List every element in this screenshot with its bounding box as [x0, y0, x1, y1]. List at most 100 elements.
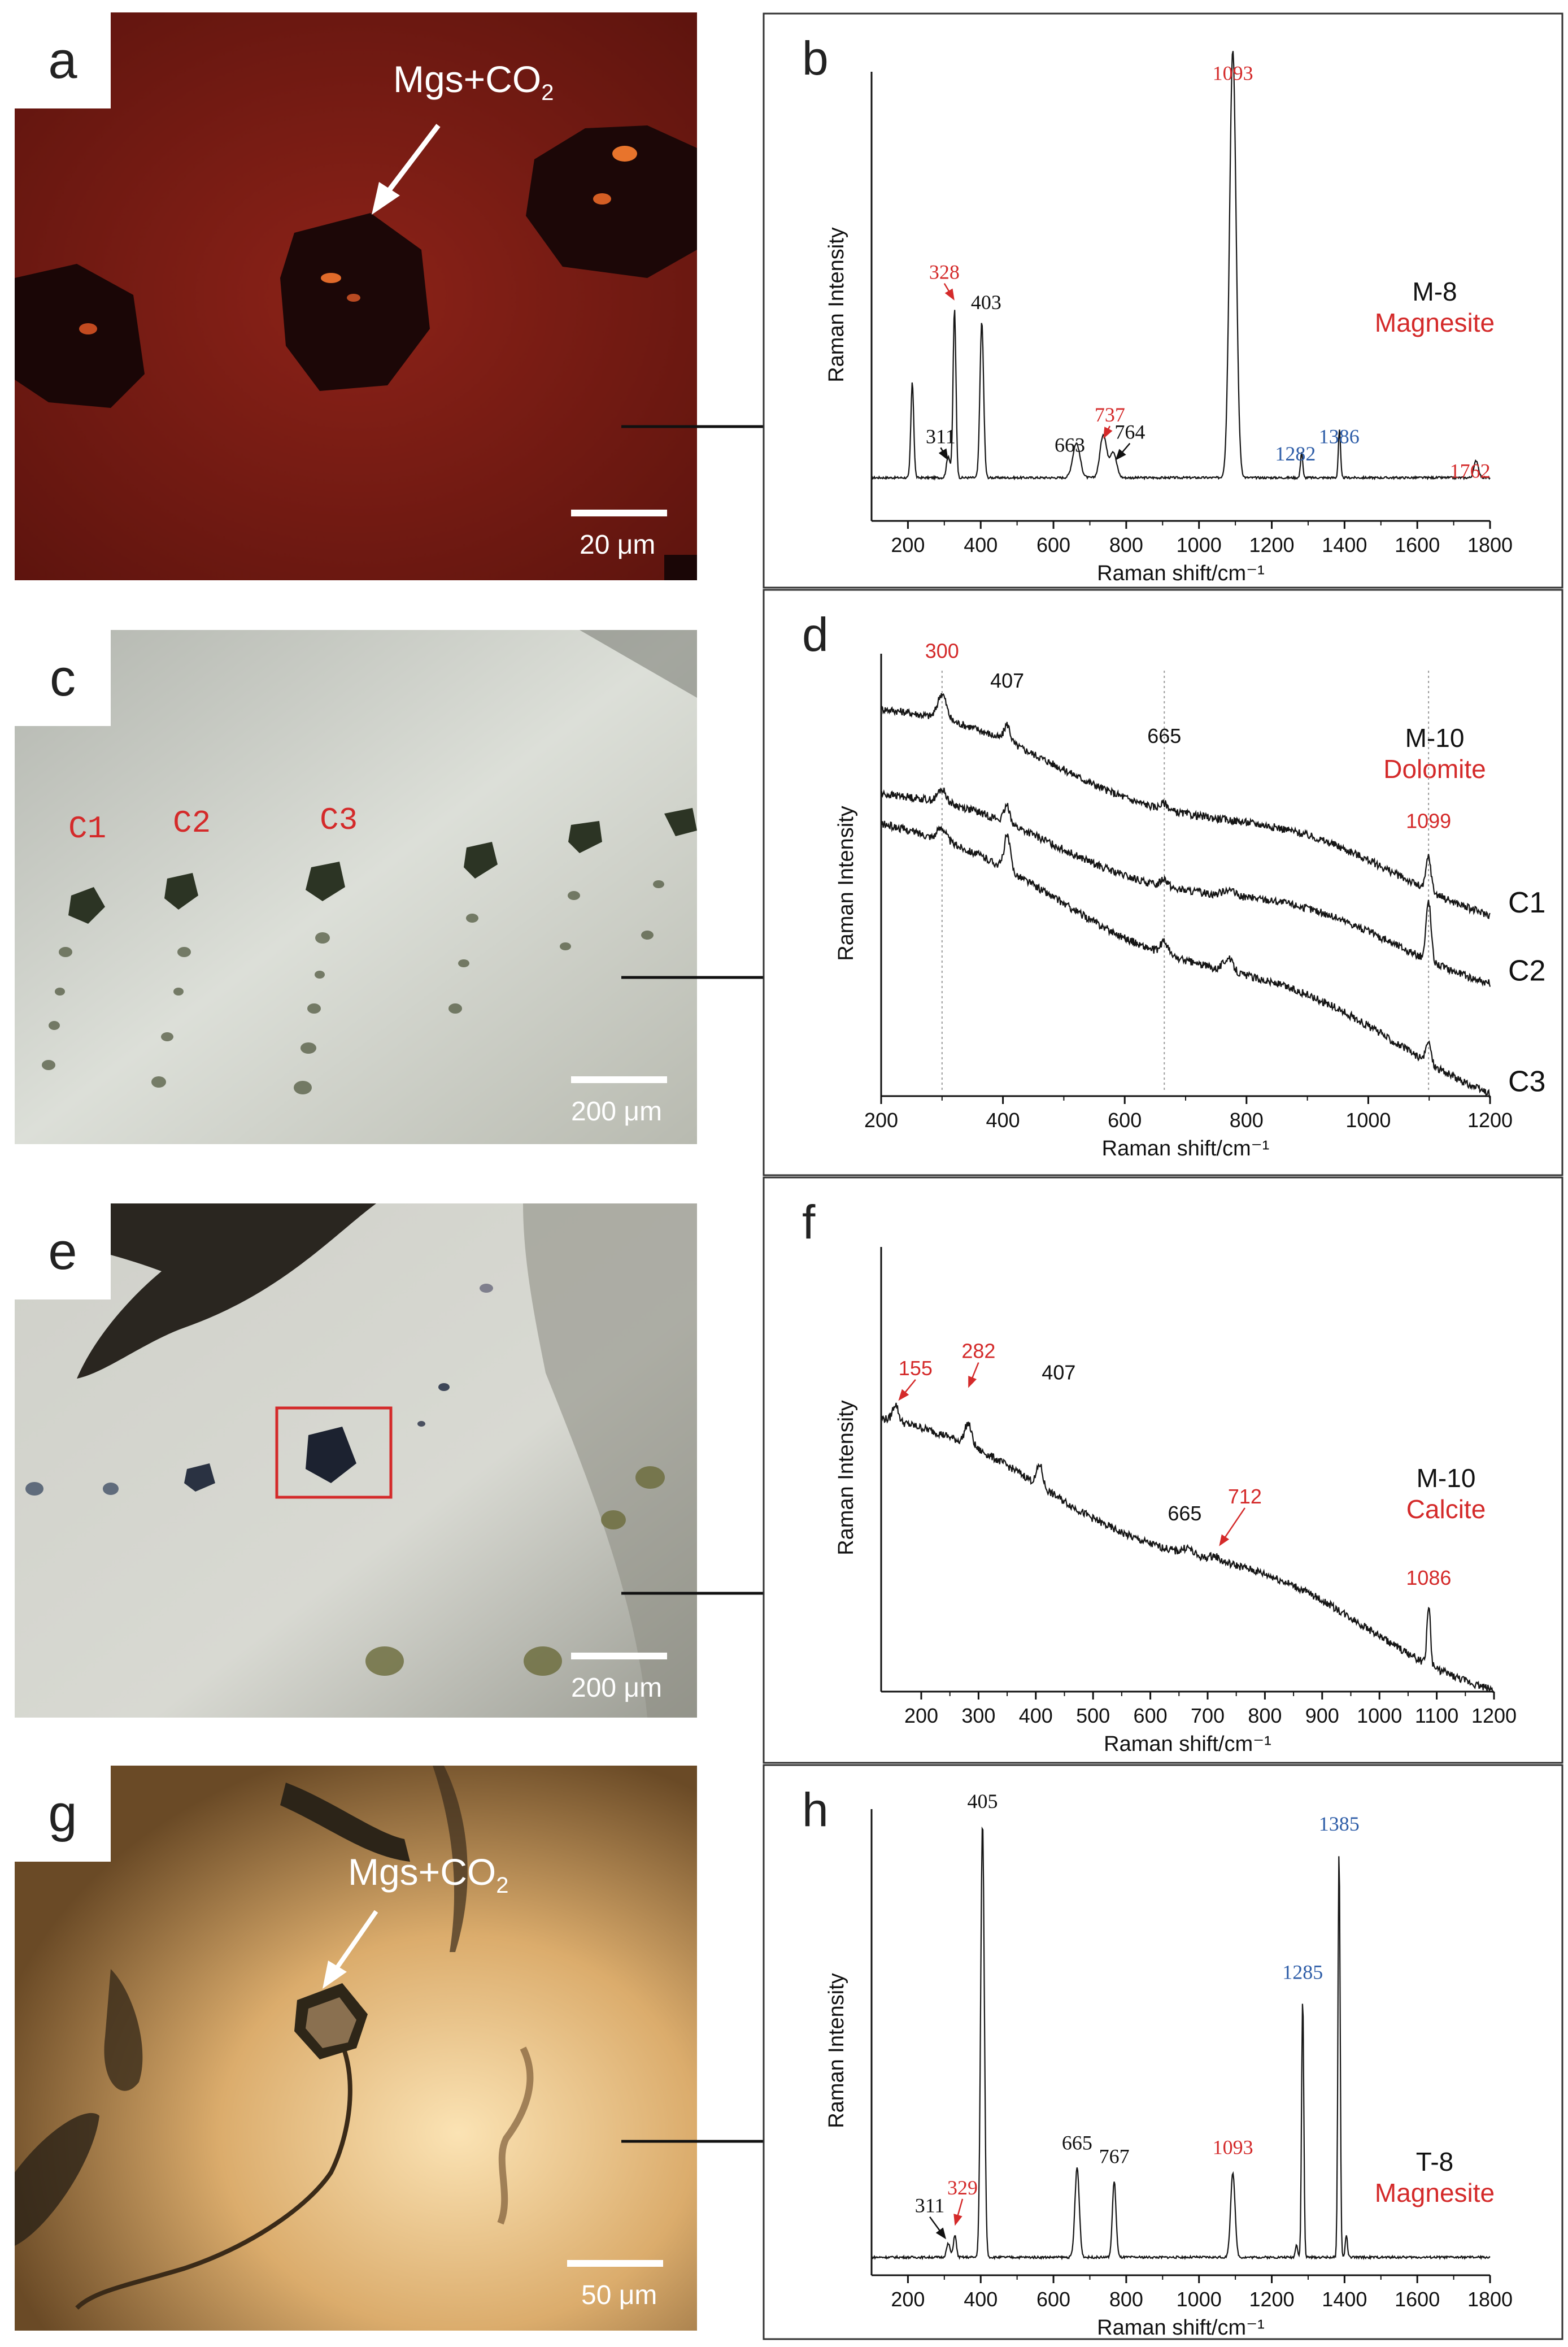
peak-label: 1385	[1319, 1813, 1360, 1835]
scale-label-g: 50 μm	[581, 2280, 657, 2310]
peak-label: 712	[1228, 1485, 1262, 1508]
peak-label: 764	[1114, 421, 1145, 444]
y-axis-label: Raman Intensity	[825, 1973, 848, 2128]
peak-label: 663	[1055, 434, 1085, 457]
peak-label: 1093	[1213, 2136, 1253, 2158]
scale-label-e: 200 μm	[571, 1673, 663, 1703]
chart-frame	[763, 589, 1563, 1176]
peak-arrow-head-icon	[944, 288, 955, 301]
x-axis-label: Raman shift/cm⁻¹	[1102, 1137, 1270, 1161]
spectrum-line-c3	[881, 820, 1491, 1098]
peak-label: 737	[1095, 403, 1125, 426]
peak-label: 767	[1099, 2145, 1130, 2167]
x-tick-label: 1100	[1415, 1704, 1458, 1727]
peak-label: 1386	[1319, 425, 1360, 447]
peak-label: 405	[967, 1790, 998, 1813]
photo-g: g Mgs+CO2 50 μm	[15, 1766, 697, 2331]
peak-label: 665	[1168, 1502, 1201, 1525]
peak-arrow-head-icon	[968, 1375, 977, 1388]
peak-label: 1285	[1282, 1961, 1323, 1983]
x-axis-label: Raman shift/cm⁻¹	[1104, 1732, 1271, 1756]
x-tick-label: 800	[1230, 1109, 1264, 1132]
peak-label: 311	[915, 2194, 945, 2217]
peak-label: 328	[929, 261, 960, 284]
scalebar-g	[567, 2260, 663, 2267]
x-tick-label: 1000	[1177, 2288, 1222, 2311]
peak-arrow-line	[970, 1362, 979, 1380]
peak-label: 311	[926, 425, 956, 447]
x-tick-label: 1000	[1177, 533, 1222, 557]
annotation-g: Mgs+CO2	[348, 1850, 508, 1898]
panel-letter-e: e	[15, 1203, 111, 1299]
peak-arrow-head-icon	[935, 2227, 947, 2240]
panel-letter-g: g	[15, 1766, 111, 1862]
scalebar-e	[571, 1653, 667, 1659]
x-tick-label: 1200	[1249, 533, 1294, 557]
x-tick-label: 400	[964, 2288, 998, 2311]
chart-panel-h: h 200 400 600 800 1000 1200 1400 1600 1800 Raman s…	[763, 1764, 1563, 2340]
x-tick-label: 1800	[1467, 2288, 1513, 2311]
x-tick-label: 600	[1134, 1704, 1168, 1727]
y-axis-label: Raman Intensity	[825, 227, 848, 383]
scalebar-a	[571, 510, 667, 516]
panel-letter-a: a	[15, 12, 111, 108]
chart-panel-d: d 200 400 600 800 1000 1200 Raman shift/cm⁻¹ Ram…	[763, 589, 1563, 1176]
peak-arrow-line	[956, 2198, 964, 2218]
series-label: C2	[1508, 955, 1545, 988]
peak-arrow-head-icon	[938, 448, 948, 460]
x-tick-label: 400	[964, 533, 998, 557]
inclusion-label-c3: C3	[320, 802, 358, 838]
annotation-a-text: Mgs+CO	[393, 58, 542, 100]
x-tick-label: 700	[1191, 1704, 1225, 1727]
x-tick-label: 900	[1305, 1704, 1339, 1727]
peak-label: 407	[1042, 1361, 1075, 1384]
spectrum-line-main	[880, 1402, 1495, 1693]
x-tick-label: 1000	[1345, 1109, 1391, 1132]
peak-label: 300	[925, 639, 959, 662]
sample-label: M-10	[1405, 723, 1465, 753]
mineral-label: Magnesite	[1375, 308, 1495, 337]
x-tick-label: 200	[904, 1704, 938, 1727]
x-tick-label: 600	[1036, 533, 1070, 557]
x-tick-label: 800	[1109, 2288, 1143, 2311]
photo-c-image	[15, 630, 697, 1144]
peak-arrow-line	[929, 2216, 942, 2233]
peak-label: 329	[947, 2176, 978, 2199]
spectrum-line-c1	[880, 693, 1491, 920]
x-axis-label: Raman shift/cm⁻¹	[1097, 562, 1265, 585]
y-axis-label: Raman Intensity	[834, 1400, 858, 1555]
annotation-g-text: Mgs+CO	[348, 1851, 496, 1893]
x-tick-label: 1200	[1249, 2288, 1294, 2311]
sample-label: T-8	[1416, 2147, 1453, 2176]
chart-panel-f: f 200 300 400 500 600 700 800 900 1000 1100 1200 Ram…	[763, 1176, 1563, 1764]
x-tick-label: 1200	[1471, 1704, 1517, 1727]
panel-letter-c: c	[15, 630, 111, 726]
panel-letter-h: h	[802, 1783, 829, 1836]
peak-arrow-line	[903, 1379, 916, 1394]
scale-label-c: 200 μm	[571, 1097, 663, 1127]
x-tick-label: 200	[864, 1109, 898, 1132]
x-tick-label: 500	[1076, 1704, 1110, 1727]
x-tick-label: 400	[986, 1109, 1020, 1132]
x-tick-label: 400	[1019, 1704, 1053, 1727]
photo-c: c C1 C2 C3 200 μm	[15, 630, 697, 1144]
annotation-g-arrow-icon	[323, 1910, 378, 1989]
x-tick-label: 1400	[1322, 2288, 1367, 2311]
x-tick-label: 800	[1248, 1704, 1282, 1727]
x-tick-label: 1800	[1467, 533, 1513, 557]
peak-label: 665	[1147, 724, 1181, 747]
x-tick-label: 200	[891, 2288, 925, 2311]
x-tick-label: 200	[891, 533, 925, 557]
y-axis-label: Raman Intensity	[834, 806, 858, 961]
peak-arrow-head-icon	[1219, 1534, 1230, 1546]
spectrum-line-main	[871, 51, 1491, 481]
chart-frame	[763, 1764, 1563, 2340]
annotation-g-sub: 2	[496, 1873, 509, 1898]
peak-arrow-head-icon	[953, 2214, 962, 2226]
mineral-label: Calcite	[1406, 1494, 1486, 1524]
photo-a: a Mgs+CO2 20 μm	[15, 12, 697, 580]
peak-label: 403	[971, 291, 1001, 314]
x-tick-label: 600	[1108, 1109, 1142, 1132]
sample-label: M-10	[1417, 1463, 1476, 1493]
x-tick-label: 1600	[1395, 2288, 1440, 2311]
